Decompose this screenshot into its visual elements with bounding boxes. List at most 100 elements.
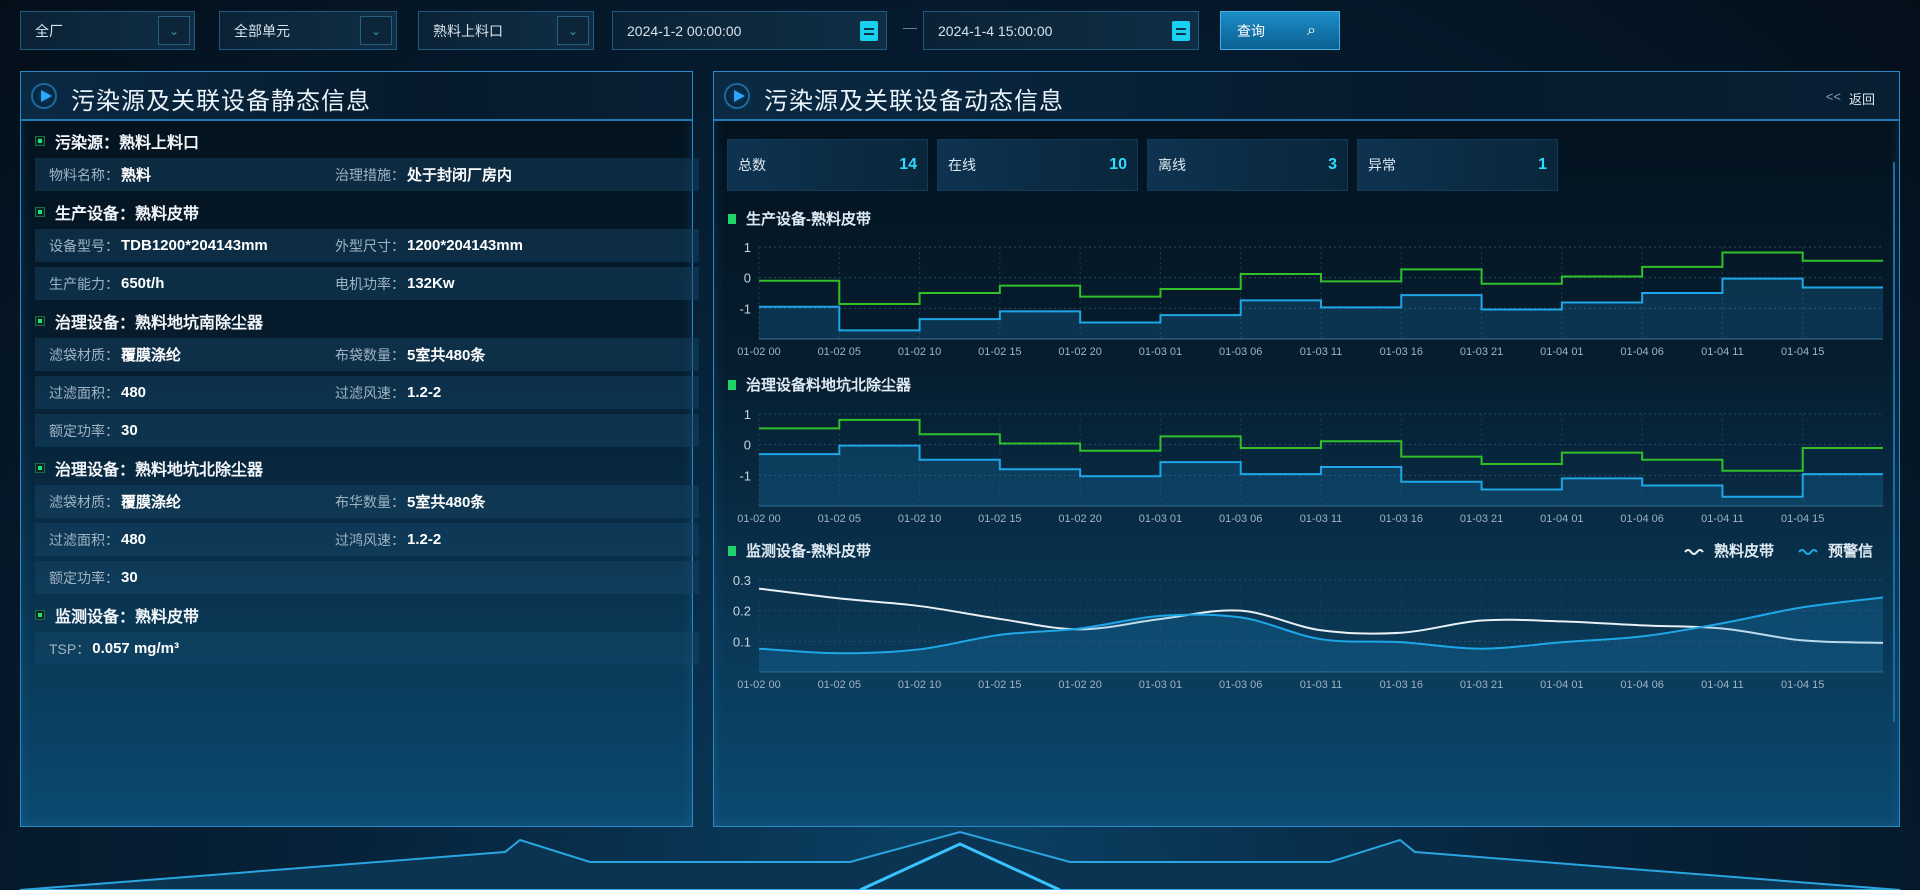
scrollbar[interactable]	[1893, 162, 1895, 722]
x-tick-label: 01-03 11	[1300, 513, 1343, 525]
start-date-value: 2024-1-2 00:00:00	[627, 22, 742, 39]
unit-select[interactable]: 全部单元 ⌄	[219, 11, 397, 50]
field-value: 5室共480条	[407, 494, 486, 511]
factory-select[interactable]: 全厂 ⌄	[20, 11, 195, 50]
stat-value: 14	[899, 156, 917, 173]
chevron-down-icon[interactable]: ⌄	[557, 16, 589, 45]
chevron-down-icon[interactable]: ⌄	[360, 16, 392, 45]
start-date-input[interactable]: 2024-1-2 00:00:00	[612, 11, 887, 50]
x-tick-label: 01-03 21	[1460, 679, 1503, 691]
source-select[interactable]: 熟料上料口 ⌄	[418, 11, 594, 50]
production-step-chart: 1 0 -1 01-02 00 01-02 05 01-02 10 01-02 15 01-0…	[737, 240, 1883, 358]
bullet-icon	[35, 207, 45, 217]
factory-select-value: 全厂	[35, 22, 63, 39]
source-select-value: 熟料上料口	[433, 22, 503, 39]
x-tick-label: 01-04 01	[1540, 346, 1583, 358]
info-field: 滤袋材质： 覆膜涤纶	[49, 344, 181, 365]
back-label: 返回	[1848, 92, 1875, 107]
x-tick-label: 01-03 21	[1460, 513, 1503, 525]
info-field: 外型尺寸： 1200*204143mm	[335, 236, 523, 256]
section-title-text: 治理设备：熟料地坑北除尘器	[55, 462, 264, 479]
unit-select-value: 全部单元	[234, 22, 290, 39]
info-row: 过滤面积： 480 过滤风速： 1.2-2	[35, 376, 699, 409]
section-title-text: 生产设备：熟料皮带	[55, 206, 200, 223]
info-field: 过鸿风速： 1.2-2	[335, 530, 441, 550]
query-button[interactable]: 查询 ⌕	[1220, 11, 1340, 50]
field-value: TDB1200*204143mm	[121, 237, 268, 254]
x-tick-label: 01-03 01	[1139, 679, 1182, 691]
field-value: 132Kw	[407, 275, 455, 292]
chart-title-text: 治理设备料地坑北除尘器	[746, 377, 912, 394]
bottom-decoration	[19, 830, 1901, 890]
bullet-icon	[728, 379, 736, 390]
x-tick-label: 01-02 10	[898, 679, 941, 691]
field-label: 物料名称：	[49, 166, 119, 183]
series-line-1	[758, 596, 1884, 655]
field-label: 过鸿风速：	[335, 531, 405, 548]
bullet-icon	[35, 610, 45, 620]
field-value: 30	[121, 422, 138, 439]
dynamic-info-panel: 污染源及关联设备动态信息 << 返回 总数 14 在线 10 离线 3 异常 1 生产设备…	[713, 71, 1900, 827]
chevron-down-icon[interactable]: ⌄	[158, 16, 190, 45]
series-area	[759, 445, 1883, 506]
stat-online: 在线 10	[937, 139, 1138, 191]
y-tick-label: 1	[744, 240, 751, 255]
calendar-icon[interactable]	[860, 21, 878, 41]
section-title-text: 监测设备：熟料皮带	[55, 609, 200, 626]
field-value: 覆膜涤纶	[121, 347, 182, 364]
x-tick-label: 01-02 15	[978, 513, 1021, 525]
bullet-icon	[35, 136, 45, 146]
field-value: 1200*204143mm	[407, 237, 523, 254]
bullet-icon	[728, 213, 736, 224]
field-label: TSP：	[49, 640, 91, 657]
query-label: 查询	[1237, 22, 1265, 39]
y-tick-label: 0.1	[733, 634, 751, 649]
x-tick-label: 01-04 15	[1781, 679, 1824, 691]
x-tick-label: 01-03 21	[1460, 346, 1503, 358]
date-separator: —	[903, 19, 917, 35]
field-label: 滤袋材质：	[49, 346, 119, 363]
chart-title-text: 生产设备-熟料皮带	[746, 211, 871, 228]
legend-item[interactable]: 熟料皮带	[1684, 540, 1774, 561]
legend-item[interactable]: 预警信	[1798, 540, 1873, 561]
panel-header: 污染源及关联设备静态信息	[21, 72, 692, 121]
section-title: 治理设备：熟料地坑北除尘器	[35, 456, 263, 480]
stat-value: 10	[1109, 156, 1127, 173]
info-row: 设备型号： TDB1200*204143mm 外型尺寸： 1200*204143mm	[35, 229, 699, 262]
back-button[interactable]: << 返回	[1826, 89, 1875, 108]
info-field: 滤袋材质： 覆膜涤纶	[49, 491, 181, 512]
x-tick-label: 01-03 11	[1300, 346, 1343, 358]
field-label: 治理措施：	[335, 166, 405, 183]
end-date-input[interactable]: 2024-1-4 15:00:00	[923, 11, 1199, 50]
y-tick-label: 0	[744, 438, 751, 453]
info-row: 滤袋材质： 覆膜涤纶 布华数量： 5室共480条	[35, 485, 699, 518]
info-field: 过滤风速： 1.2-2	[335, 383, 441, 403]
search-icon: ⌕	[1307, 21, 1316, 39]
field-label: 额定功率：	[49, 422, 119, 439]
info-field: 治理措施： 处于封闭厂房内	[335, 164, 512, 185]
section-title: 治理设备：熟料地坑南除尘器	[35, 309, 263, 333]
x-tick-label: 01-03 01	[1139, 513, 1182, 525]
bullet-icon	[35, 463, 45, 473]
info-field: 布华数量： 5室共480条	[335, 491, 485, 512]
x-tick-label: 01-03 11	[1300, 679, 1343, 691]
y-tick-label: 1	[744, 407, 751, 422]
chart-title-text: 监测设备-熟料皮带	[746, 543, 871, 560]
info-field: 额定功率： 30	[49, 421, 138, 441]
y-tick-label: 0	[744, 271, 751, 286]
stat-total: 总数 14	[727, 139, 928, 191]
y-tick-label: -1	[739, 468, 751, 483]
x-tick-label: 01-02 05	[818, 679, 861, 691]
monitoring-line-chart: 0.3 0.2 0.1 01-02 00 01-02 05 01-02 10 01-02 1…	[733, 573, 1884, 691]
section-title: 污染源：熟料上料口	[35, 129, 199, 153]
field-value: 30	[121, 569, 138, 586]
calendar-icon[interactable]	[1172, 21, 1190, 41]
stat-label: 总数	[738, 157, 766, 173]
info-row: 过滤面积： 480 过鸿风速： 1.2-2	[35, 523, 699, 556]
field-value: 5室共480条	[407, 347, 486, 364]
stat-abnormal: 异常 1	[1357, 139, 1558, 191]
chart-title: 生产设备-熟料皮带	[728, 208, 871, 229]
y-tick-label: -1	[739, 301, 751, 316]
info-field: 物料名称： 熟料	[49, 164, 151, 185]
section-title: 生产设备：熟料皮带	[35, 200, 199, 224]
